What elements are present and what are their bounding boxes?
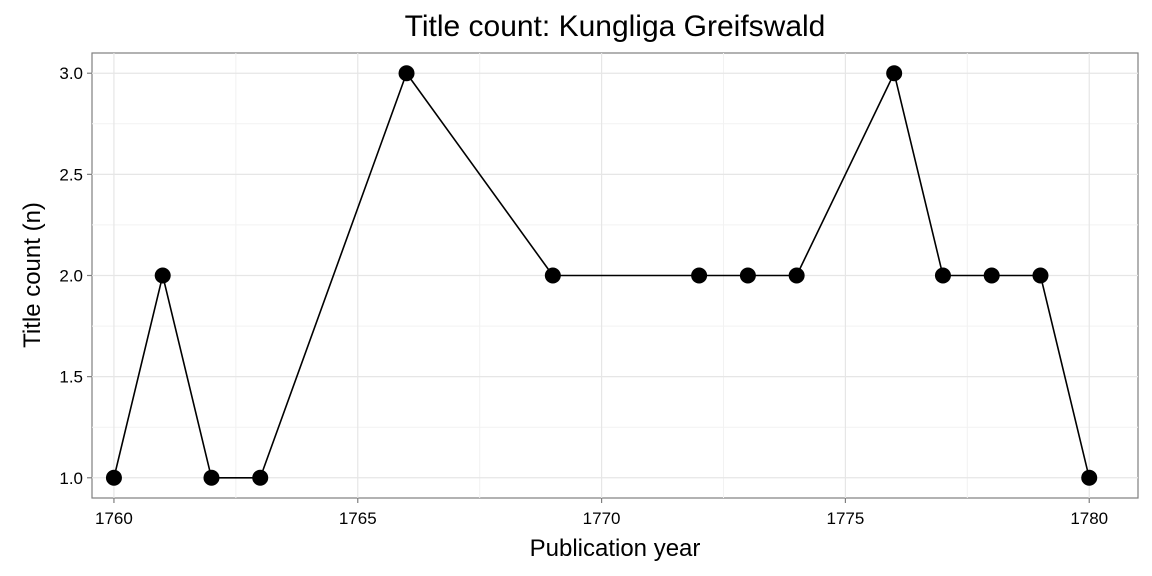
- y-tick-label: 1.5: [59, 368, 83, 387]
- x-tick-label: 1775: [826, 509, 864, 528]
- y-tick-label: 3.0: [59, 64, 83, 83]
- x-tick-label: 1780: [1070, 509, 1108, 528]
- data-point: [203, 469, 220, 486]
- y-axis: 1.0 1.5 2.0 2.5 3.0: [59, 64, 92, 488]
- y-tick-label: 1.0: [59, 469, 83, 488]
- data-point: [691, 267, 708, 284]
- y-axis-title: Title count (n): [19, 202, 46, 348]
- data-point: [739, 267, 756, 284]
- data-point: [983, 267, 1000, 284]
- x-axis-title: Publication year: [530, 535, 701, 562]
- data-point: [398, 65, 415, 82]
- x-tick-label: 1765: [339, 509, 377, 528]
- data-point: [788, 267, 805, 284]
- y-tick-label: 2.5: [59, 165, 83, 184]
- data-point: [544, 267, 561, 284]
- grid-minor: [92, 53, 1138, 498]
- data-point: [1081, 469, 1098, 486]
- data-point: [154, 267, 171, 284]
- x-tick-label: 1770: [583, 509, 621, 528]
- x-tick-label: 1760: [95, 509, 133, 528]
- x-axis: 1760 1765 1770 1775 1780: [95, 498, 1108, 528]
- points-group: [105, 65, 1098, 486]
- series-line: [113, 72, 1091, 479]
- chart-title: Title count: Kungliga Greifswald: [405, 10, 826, 43]
- data-point: [252, 469, 269, 486]
- series-line-group: [113, 72, 1091, 479]
- data-point: [105, 469, 122, 486]
- data-point: [1032, 267, 1049, 284]
- y-tick-label: 2.0: [59, 267, 83, 286]
- data-point: [934, 267, 951, 284]
- data-point: [886, 65, 903, 82]
